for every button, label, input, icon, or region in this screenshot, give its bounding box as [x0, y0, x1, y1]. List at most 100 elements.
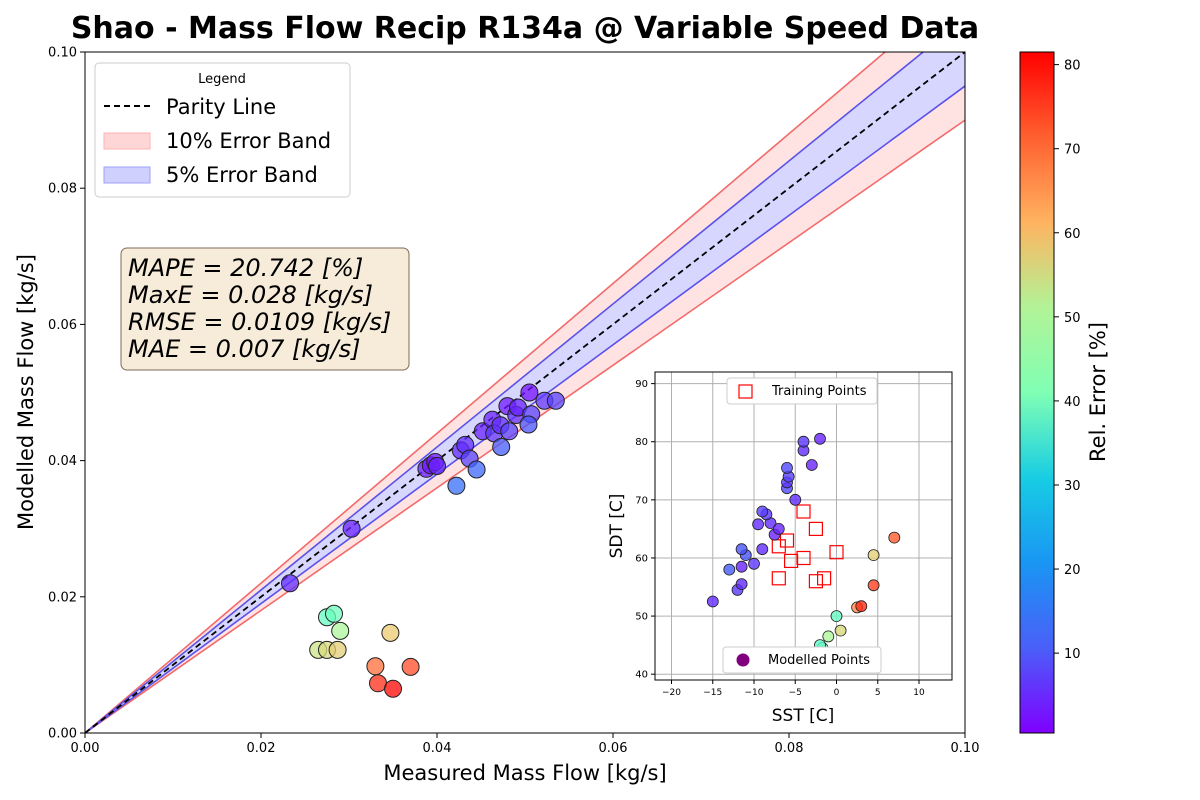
inset-training-points [771, 504, 844, 589]
training-point [771, 539, 786, 554]
modelled-point [781, 461, 793, 474]
modelled-point [805, 459, 818, 471]
training-point [816, 571, 832, 586]
colorbar-tick-label: 10 [1064, 647, 1081, 662]
y-tick-label: 0.04 [48, 454, 77, 469]
inset-grid [655, 372, 952, 680]
colorbar-tick-label: 80 [1064, 59, 1081, 74]
data-point [467, 460, 486, 479]
training-point [829, 545, 844, 560]
main-plot: 0.00 0.02 0.04 0.06 0.08 0.10 0.000.020.040.0… [14, 46, 979, 786]
inset-legend-training-box [726, 377, 878, 405]
modelled-point [789, 493, 802, 506]
modelled-point [855, 600, 868, 613]
training-point [771, 571, 786, 586]
data-point [384, 679, 402, 698]
inset-y-tick-label: 80 [635, 437, 648, 448]
inset-legend-modelled: Modelled Points [722, 646, 882, 674]
inset-x-tick-label: 10 [913, 688, 925, 698]
training-point [808, 521, 824, 537]
y-tick-label: 0.10 [48, 46, 77, 61]
data-point [492, 438, 511, 456]
colorbar-tick-label: 70 [1064, 143, 1081, 158]
data-point [500, 422, 519, 441]
modelled-point [756, 543, 769, 556]
stats-box-frame [120, 247, 410, 371]
modelled-point [756, 505, 769, 518]
modelled-point [706, 595, 719, 608]
inset-x-tick-label: −20 [662, 688, 681, 698]
colorbar-tick-label: 50 [1064, 311, 1081, 326]
inset-y-tick-label: 40 [635, 670, 648, 681]
colorbar-ticks: 10 20 30 40 50 60 70 80 [1054, 59, 1081, 662]
x-tick-label: 0.00 [71, 741, 100, 756]
legend: Legend Parity Line 10% Error Band 5% Err… [94, 62, 351, 198]
inset-modelled-points [706, 432, 901, 654]
inset-legend-modelled-box [722, 646, 882, 674]
inset-x-axis-label: SST [C] [772, 706, 835, 726]
data-point [328, 640, 347, 659]
main-plot-frame [84, 51, 966, 734]
data-point [281, 574, 299, 593]
data-point [342, 519, 361, 538]
modelled-point [888, 531, 901, 544]
data-point [366, 657, 385, 676]
modelled-point [814, 432, 826, 445]
legend-5pct-label: 5% Error Band [166, 163, 318, 187]
stats-mape: MAPE = 20.742 [%] [128, 254, 363, 282]
stats-mae: MAE = 0.007 [kg/s] [128, 335, 360, 363]
x-tick-label: 0.06 [599, 741, 628, 756]
legend-5pct-swatch [103, 166, 151, 184]
data-point [520, 383, 539, 402]
inset-y-axis-label: SDT [C] [607, 494, 627, 559]
inset-y-ticks: 40 50 60 70 80 90 [635, 379, 655, 681]
modelled-point [822, 630, 835, 643]
colorbar: 10 20 30 40 50 60 70 80 Rel. Error [%] [1019, 51, 1110, 734]
parity-line [84, 51, 966, 734]
inset-x-tick-label: −5 [789, 688, 802, 698]
modelled-point [834, 624, 847, 637]
data-point [447, 476, 466, 495]
data-point [369, 674, 387, 693]
band-5pct-upper-line [84, 51, 924, 734]
main-x-axis-label: Measured Mass Flow [kg/s] [383, 761, 666, 785]
main-y-axis-label: Modelled Mass Flow [kg/s] [14, 254, 38, 530]
data-point [325, 604, 343, 623]
training-point [796, 504, 811, 519]
data-point [331, 621, 350, 640]
data-point [401, 657, 420, 676]
colorbar-gradient [1019, 51, 1055, 734]
modelled-point [830, 610, 843, 622]
training-point [779, 533, 795, 548]
legend-10pct-swatch [103, 132, 151, 150]
modelled-point [752, 518, 764, 531]
chart-title: Shao - Mass Flow Recip R134a @ Variable … [71, 11, 979, 46]
inset-frame [654, 371, 953, 681]
main-x-ticks: 0.00 0.02 0.04 0.06 0.08 0.10 [71, 733, 980, 756]
inset-x-tick-label: 5 [875, 688, 881, 698]
legend-title: Legend [198, 72, 246, 87]
stats-rmse: RMSE = 0.0109 [kg/s] [128, 308, 391, 336]
stats-maxe: MaxE = 0.028 [kg/s] [128, 281, 373, 309]
data-point [546, 391, 565, 410]
colorbar-tick-label: 60 [1064, 227, 1081, 242]
modelled-point [772, 523, 785, 535]
modelled-point [748, 557, 760, 570]
colorbar-tick-label: 30 [1064, 479, 1081, 494]
inset-y-tick-label: 90 [635, 379, 648, 390]
inset-background [655, 372, 952, 680]
x-tick-label: 0.08 [775, 741, 804, 756]
modelled-point [867, 549, 880, 561]
data-point [381, 623, 400, 642]
x-tick-label: 0.10 [951, 741, 980, 756]
inset-y-tick-label: 70 [635, 495, 648, 506]
y-tick-label: 0.06 [48, 318, 77, 333]
inset-legend-modelled-label: Modelled Points [768, 653, 870, 668]
inset-legend-training-label: Training Points [771, 384, 867, 399]
legend-parity-label: Parity Line [166, 95, 276, 119]
legend-10pct-label: 10% Error Band [166, 129, 331, 153]
colorbar-label: Rel. Error [%] [1086, 322, 1110, 462]
inset-x-tick-label: 0 [834, 688, 840, 698]
main-data-points [281, 383, 565, 698]
